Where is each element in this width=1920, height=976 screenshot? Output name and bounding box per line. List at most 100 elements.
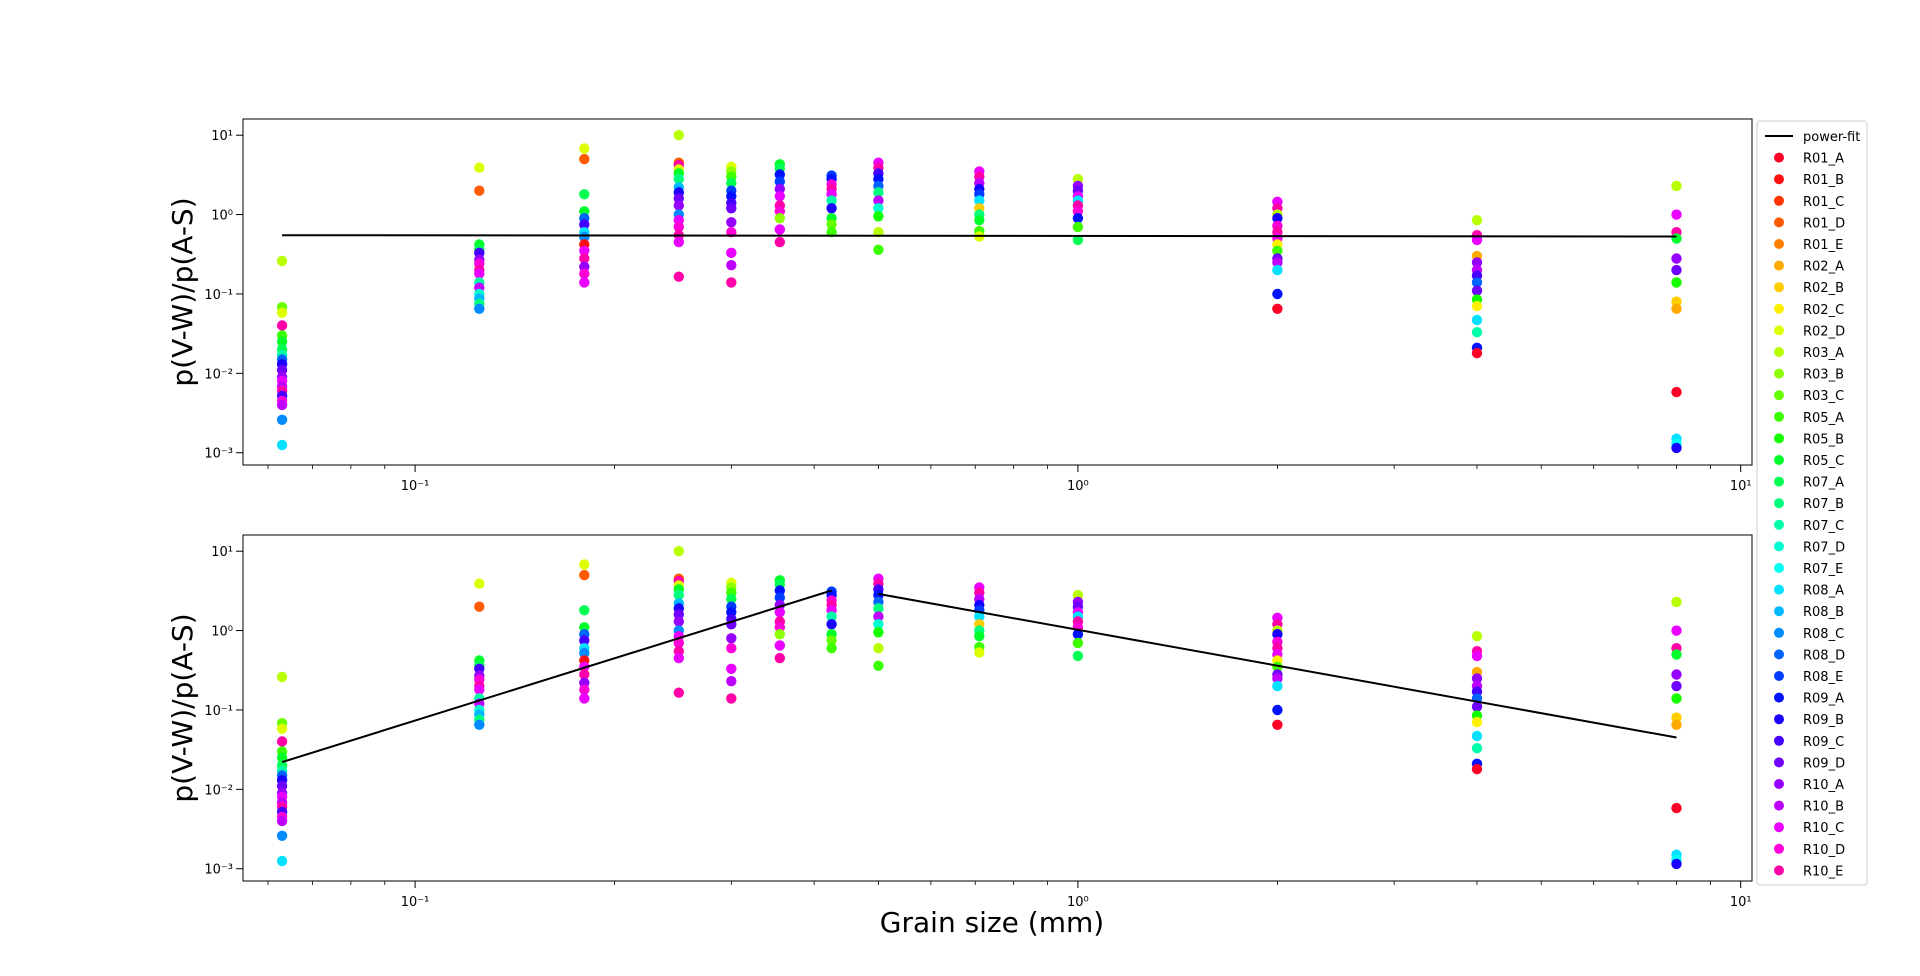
data-point-r02-d	[276, 723, 288, 734]
data-point-r09-b	[826, 203, 837, 214]
data-point-r10-e	[276, 736, 288, 747]
data-point-r10-e	[673, 271, 684, 282]
data-point-r10-c	[673, 236, 684, 248]
legend-marker	[1774, 239, 1784, 249]
data-point-r10-b	[1272, 673, 1283, 684]
legend-marker	[1774, 390, 1784, 401]
x-tick-label: 10⁰	[1067, 479, 1089, 494]
legend-marker	[1774, 584, 1784, 595]
data-point-r02-d	[474, 162, 485, 173]
data-point-r05-b	[873, 627, 884, 638]
data-point-r10-b	[726, 260, 737, 271]
data-point-r05-c	[1671, 233, 1682, 244]
data-point-r10-b	[873, 611, 884, 622]
legend-marker	[1774, 433, 1784, 444]
data-point-r10-b	[1272, 257, 1283, 268]
power-fit-line	[281, 589, 832, 764]
legend-marker	[1774, 282, 1784, 293]
legend-label: R08_D	[1803, 648, 1845, 663]
data-point-r07-b	[673, 589, 684, 601]
legend-label: R05_B	[1803, 432, 1844, 447]
legend-marker	[1774, 195, 1784, 206]
legend-label: power-fit	[1803, 130, 1860, 145]
data-point-r10-e	[726, 693, 737, 704]
subplot-bottom: 10⁻¹ 10⁰ 10¹ 10⁻³ 10⁻² 10⁻¹ 10⁰ 10¹ p(V-W)/p(A-S…	[166, 534, 1753, 910]
data-point-r10-b	[726, 676, 737, 687]
legend-marker	[1774, 411, 1784, 422]
legend-label: R09_D	[1803, 756, 1845, 771]
legend-label: R01_D	[1803, 216, 1845, 231]
data-point-r09-c	[579, 635, 590, 646]
x-axis-title: Grain size (mm)	[880, 906, 1104, 939]
legend-label: R01_A	[1803, 152, 1844, 167]
data-point-r07-b	[673, 173, 684, 185]
data-point-r08-e	[774, 176, 785, 187]
data-point-r05-b	[1671, 277, 1682, 288]
data-point-r10-b	[276, 399, 288, 411]
legend: power-fit R01_A R01_B R01_C R01_D R01_E R02_A R…	[1756, 120, 1868, 886]
data-point-r09-b	[826, 619, 837, 630]
data-point-r10-a	[774, 183, 785, 195]
data-point-r07-a	[579, 605, 590, 616]
y-tick-label: 10¹	[211, 129, 233, 144]
data-point-r10-c	[774, 191, 785, 202]
legend-marker	[1774, 303, 1784, 314]
x-tick-label: 10⁰	[1067, 895, 1089, 910]
y-tick-label: 10¹	[211, 545, 233, 560]
legend-label: R08_A	[1803, 584, 1844, 599]
data-point-r03-c	[826, 219, 837, 230]
data-point-r03-a	[276, 255, 288, 267]
data-point-r07-d	[873, 619, 884, 630]
legend-label: R03_A	[1803, 346, 1844, 361]
data-point-r10-b	[276, 815, 288, 827]
legend-label: R10_B	[1803, 800, 1844, 815]
data-point-r05-c	[1671, 649, 1682, 660]
data-point-r05-a	[1272, 661, 1283, 672]
legend-marker	[1774, 519, 1784, 530]
data-point-r01-d	[579, 569, 590, 581]
y-tick-label: 10⁻³	[204, 447, 233, 462]
data-point-r10-a	[1671, 253, 1682, 264]
scatter-points	[276, 546, 1682, 870]
data-point-r09-d	[1471, 701, 1483, 712]
data-point-r10-c	[474, 684, 485, 695]
data-point-r05-a	[826, 643, 837, 654]
legend-marker	[1774, 260, 1784, 271]
y-tick-label: 10⁻¹	[204, 704, 233, 719]
data-point-r07-c	[826, 611, 837, 622]
data-point-r09-a	[1072, 629, 1084, 640]
legend-marker	[1774, 347, 1784, 357]
data-point-r08-e	[774, 592, 785, 603]
data-point-r05-c	[276, 336, 288, 347]
legend-label: R02_A	[1803, 260, 1844, 275]
data-point-r09-b	[1671, 442, 1682, 454]
scatter-points	[276, 130, 1682, 454]
data-point-r08-a	[1272, 680, 1283, 692]
legend-marker	[1774, 368, 1784, 379]
legend-marker	[1774, 325, 1784, 336]
legend-marker	[1774, 714, 1784, 725]
data-point-r10-c	[726, 247, 737, 258]
x-tick-label: 10¹	[1730, 479, 1752, 494]
data-point-r09-a	[1272, 288, 1283, 300]
legend-marker	[1774, 865, 1784, 876]
data-point-r10-a	[726, 633, 737, 644]
legend-marker	[1774, 541, 1784, 552]
data-point-r10-e	[673, 687, 684, 698]
data-point-r08-c	[579, 647, 590, 659]
legend-label: R01_C	[1803, 195, 1844, 210]
data-point-r02-c	[1471, 301, 1483, 312]
legend-marker	[1774, 692, 1784, 703]
power-fit-line	[282, 234, 1677, 238]
subplot-top: 10⁻¹ 10⁰ 10¹ 10⁻³ 10⁻² 10⁻¹ 10⁰ 10¹ p(V-W)/p(A-S…	[166, 118, 1753, 494]
legend-label: R09_C	[1803, 735, 1844, 750]
data-point-r10-d	[673, 221, 684, 233]
data-point-r03-a	[1671, 180, 1682, 192]
data-point-r05-b	[873, 211, 884, 222]
data-point-r01-a	[1272, 719, 1283, 730]
legend-marker	[1774, 735, 1784, 746]
legend-label: R10_E	[1803, 864, 1843, 879]
data-point-r10-d	[579, 684, 590, 695]
legend-marker	[1774, 779, 1784, 789]
data-point-r10-c	[673, 652, 684, 664]
